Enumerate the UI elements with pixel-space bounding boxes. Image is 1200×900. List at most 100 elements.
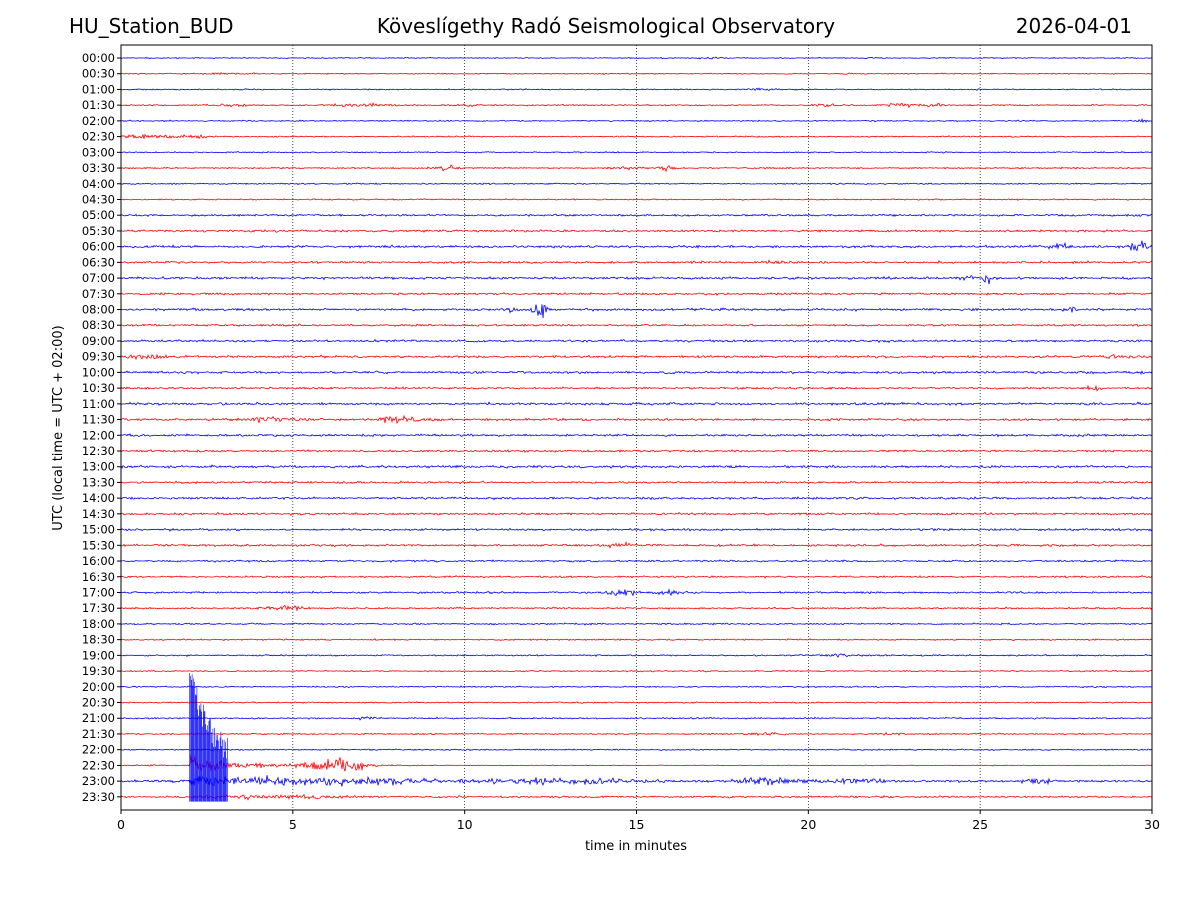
ytick-label-1200: 12:00 <box>82 428 115 442</box>
trace-1930 <box>121 669 1152 673</box>
ytick-label-0200: 02:00 <box>82 114 115 128</box>
trace-1000 <box>121 370 1152 375</box>
ytick-label-2330: 23:30 <box>82 790 115 804</box>
ytick-label-1000: 10:00 <box>82 365 115 379</box>
trace-1500 <box>121 527 1152 532</box>
ytick-label-0500: 05:00 <box>82 208 115 222</box>
trace-0200 <box>121 118 1152 123</box>
ytick-label-1400: 14:00 <box>82 491 115 505</box>
ytick-label-1630: 16:30 <box>82 570 115 584</box>
ytick-label-0400: 04:00 <box>82 177 115 191</box>
trace-0600 <box>121 240 1152 252</box>
ytick-label-0230: 02:30 <box>82 130 115 144</box>
xtick-label-5: 5 <box>289 817 297 832</box>
trace-1400 <box>121 496 1152 501</box>
trace-0030 <box>121 71 1152 76</box>
trace-0800 <box>121 304 1152 319</box>
trace-0900 <box>121 338 1152 344</box>
x-axis-ticks: 0 5 10 15 20 25 30 <box>117 810 1160 832</box>
trace-1330 <box>121 480 1152 485</box>
ytick-label-2100: 21:00 <box>82 711 115 725</box>
ytick-label-2130: 21:30 <box>82 727 115 741</box>
ytick-label-1300: 13:00 <box>82 460 115 474</box>
trace-1200 <box>121 433 1152 438</box>
trace-2100 <box>121 716 1152 721</box>
ytick-label-0830: 08:30 <box>82 318 115 332</box>
trace-1900 <box>121 653 1152 658</box>
ytick-label-0000: 00:00 <box>82 51 115 65</box>
trace-1730 <box>121 604 1152 612</box>
ytick-label-1900: 19:00 <box>82 648 115 662</box>
chart-date: 2026-04-01 <box>1015 14 1132 38</box>
ytick-label-0430: 04:30 <box>82 192 115 206</box>
trace-0230 <box>121 133 1152 140</box>
ytick-label-2300: 23:00 <box>82 774 115 788</box>
trace-1600 <box>121 559 1152 563</box>
trace-1300 <box>121 464 1152 469</box>
ytick-label-1330: 13:30 <box>82 475 115 489</box>
ytick-label-0600: 06:00 <box>82 240 115 254</box>
ytick-label-1930: 19:30 <box>82 664 115 678</box>
trace-1430 <box>121 511 1152 516</box>
x-axis-label: time in minutes <box>585 839 687 854</box>
ytick-label-2030: 20:30 <box>82 696 115 710</box>
ytick-label-0030: 00:30 <box>82 67 115 81</box>
ytick-label-0930: 09:30 <box>82 350 115 364</box>
trace-2200 <box>121 748 1152 752</box>
trace-1800 <box>121 622 1152 626</box>
trace-1230 <box>121 449 1152 453</box>
ytick-label-0530: 05:30 <box>82 224 115 238</box>
trace-0500 <box>121 213 1152 218</box>
trace-1030 <box>121 384 1152 392</box>
trace-0330 <box>121 164 1152 173</box>
ytick-label-1230: 12:30 <box>82 444 115 458</box>
ytick-label-0800: 08:00 <box>82 303 115 317</box>
trace-2300 <box>121 775 1152 787</box>
station-name: HU_Station_BUD <box>69 14 234 38</box>
trace-1530 <box>121 541 1152 549</box>
main-event-spikes <box>189 673 228 802</box>
ytick-label-1530: 15:30 <box>82 538 115 552</box>
trace-0700 <box>121 274 1152 285</box>
ytick-label-1100: 11:00 <box>82 397 115 411</box>
ytick-label-1830: 18:30 <box>82 633 115 647</box>
trace-0730 <box>121 291 1152 296</box>
ytick-label-1800: 18:00 <box>82 617 115 631</box>
xtick-label-0: 0 <box>117 817 125 832</box>
vertical-gridlines <box>292 45 981 810</box>
trace-1130 <box>121 414 1152 425</box>
ytick-label-0300: 03:00 <box>82 145 115 159</box>
trace-1830 <box>121 638 1152 642</box>
y-axis-label: UTC (local time = UTC + 02:00) <box>51 325 66 530</box>
xtick-label-25: 25 <box>972 817 988 832</box>
trace-2230 <box>121 754 1152 772</box>
ytick-label-1600: 16:00 <box>82 554 115 568</box>
seismogram-traces <box>121 56 1152 802</box>
ytick-label-1430: 14:30 <box>82 507 115 521</box>
ytick-label-2000: 20:00 <box>82 680 115 694</box>
trace-0300 <box>121 150 1152 154</box>
ytick-label-1030: 10:30 <box>82 381 115 395</box>
trace-2000 <box>121 685 1152 689</box>
trace-0400 <box>121 182 1152 186</box>
xtick-label-15: 15 <box>629 817 645 832</box>
trace-2030 <box>121 701 1152 705</box>
trace-0530 <box>121 229 1152 233</box>
trace-0630 <box>121 259 1152 265</box>
xtick-label-30: 30 <box>1144 817 1160 832</box>
ytick-label-0900: 09:00 <box>82 334 115 348</box>
ytick-label-0130: 01:30 <box>82 98 115 112</box>
observatory-title: Köveslígethy Radó Seismological Observat… <box>376 14 836 38</box>
ytick-label-0330: 03:30 <box>82 161 115 175</box>
ytick-label-1130: 11:30 <box>82 413 115 427</box>
ytick-label-0100: 01:00 <box>82 82 115 96</box>
xtick-label-10: 10 <box>457 817 473 832</box>
ytick-label-2200: 22:00 <box>82 743 115 757</box>
trace-0130 <box>121 102 1152 109</box>
trace-0000 <box>121 56 1152 60</box>
ytick-label-0700: 07:00 <box>82 271 115 285</box>
trace-1100 <box>121 401 1152 406</box>
trace-0100 <box>121 87 1152 91</box>
